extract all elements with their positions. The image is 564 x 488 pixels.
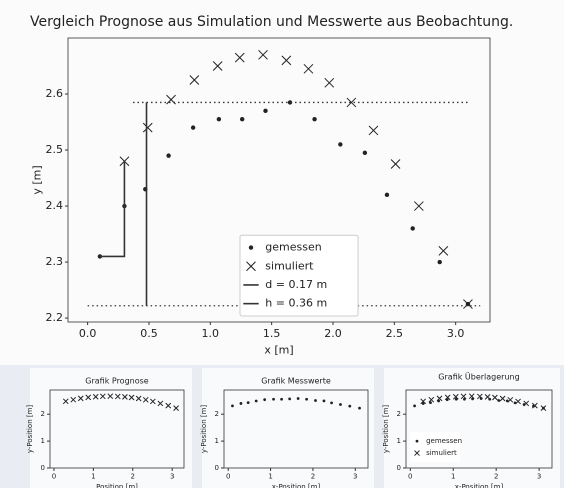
point	[413, 404, 416, 407]
x-tick-label: 2	[311, 472, 315, 480]
legend-label: gemessen	[265, 241, 321, 254]
y-axis-label: y [m]	[30, 165, 43, 194]
page: Vergleich Prognose aus Simulation und Me…	[0, 0, 564, 488]
x-tick-label: 3	[170, 472, 174, 480]
x-tick-label: 3	[353, 472, 357, 480]
y-axis-label: y-Position [m]	[26, 405, 34, 454]
point	[339, 403, 342, 406]
point	[217, 117, 221, 121]
point	[280, 398, 283, 401]
x-tick-label: 3	[537, 472, 541, 480]
y-tick-label: 2.3	[46, 255, 64, 268]
y-axis-label: y-Position [m]	[382, 405, 390, 454]
point	[166, 153, 170, 157]
y-tick-label: 2	[41, 410, 45, 418]
y-tick-label: 2.4	[46, 199, 64, 212]
legend-label: simuliert	[265, 259, 314, 272]
point	[288, 397, 291, 400]
y-tick-label: 2.6	[46, 87, 64, 100]
x-tick-label: 0.5	[140, 327, 158, 340]
y-tick-label: 2.2	[46, 311, 64, 324]
legend: gemessen simuliert d = 0.17 m h = 0.36 m	[240, 235, 358, 316]
y-tick-label: 2.5	[46, 143, 64, 156]
point	[385, 193, 389, 197]
point	[297, 397, 300, 400]
point	[363, 151, 367, 155]
point	[338, 142, 342, 146]
point	[263, 109, 267, 113]
point	[240, 117, 244, 121]
legend: gemessen simuliert	[410, 432, 462, 462]
x-tick-label: 1.0	[202, 327, 220, 340]
x-tick-label: 0	[52, 472, 56, 480]
chart-title: Vergleich Prognose aus Simulation und Me…	[30, 14, 513, 30]
x-tick-label: 2.5	[386, 327, 404, 340]
point	[272, 398, 275, 401]
point	[191, 125, 195, 129]
y-tick-label: 1	[41, 437, 45, 445]
point	[240, 402, 243, 405]
x-tick-label: 2	[131, 472, 135, 480]
x-axis-label: x-Position [m]	[272, 483, 321, 488]
x-tick-label: 3.0	[447, 327, 465, 340]
x-axis-label: x [m]	[264, 343, 293, 356]
chart-title: Grafik Messwerte	[261, 377, 331, 386]
x-tick-label: 2.0	[324, 327, 342, 340]
point	[411, 226, 415, 230]
point	[249, 245, 253, 249]
x-axis-label: Position [m]	[96, 483, 138, 488]
x-tick-label: 2	[494, 472, 498, 480]
photo: Vergleich Prognose aus Simulation und Me…	[0, 0, 564, 488]
point	[247, 401, 250, 404]
x-tick-label: 1	[91, 472, 95, 480]
x-tick-label: 0.0	[79, 327, 97, 340]
y-tick-label: 0	[397, 464, 401, 472]
point	[416, 440, 419, 443]
x-tick-label: 1	[451, 472, 455, 480]
point	[330, 402, 333, 405]
x-axis-label: x-Position [m]	[455, 483, 504, 488]
point	[263, 398, 266, 401]
x-tick-label: 1.5	[263, 327, 281, 340]
chart-title: Grafik Überlagerung	[438, 372, 519, 382]
point	[305, 398, 308, 401]
y-tick-label: 1	[397, 437, 401, 445]
y-tick-label: 1	[215, 437, 219, 445]
y-tick-label: 0	[215, 464, 219, 472]
legend-label: h = 0.36 m	[265, 297, 327, 310]
point	[438, 260, 442, 264]
legend-label: gemessen	[426, 437, 462, 445]
x-tick-label: 0	[408, 472, 412, 480]
legend-label: simuliert	[426, 449, 457, 457]
point	[323, 399, 326, 402]
point	[358, 407, 361, 410]
point	[348, 405, 351, 408]
point	[255, 400, 258, 403]
point	[497, 399, 500, 402]
y-axis-label: y-Position [m]	[200, 405, 208, 454]
x-tick-label: 1	[268, 472, 272, 480]
legend-label: d = 0.17 m	[265, 278, 327, 291]
point	[231, 404, 234, 407]
point	[314, 399, 317, 402]
y-tick-label: 0	[41, 464, 45, 472]
y-tick-label: 2	[215, 410, 219, 418]
chart-title: Grafik Prognose	[85, 377, 149, 386]
y-tick-label: 2	[397, 410, 401, 418]
point	[312, 117, 316, 121]
x-tick-label: 0	[226, 472, 230, 480]
